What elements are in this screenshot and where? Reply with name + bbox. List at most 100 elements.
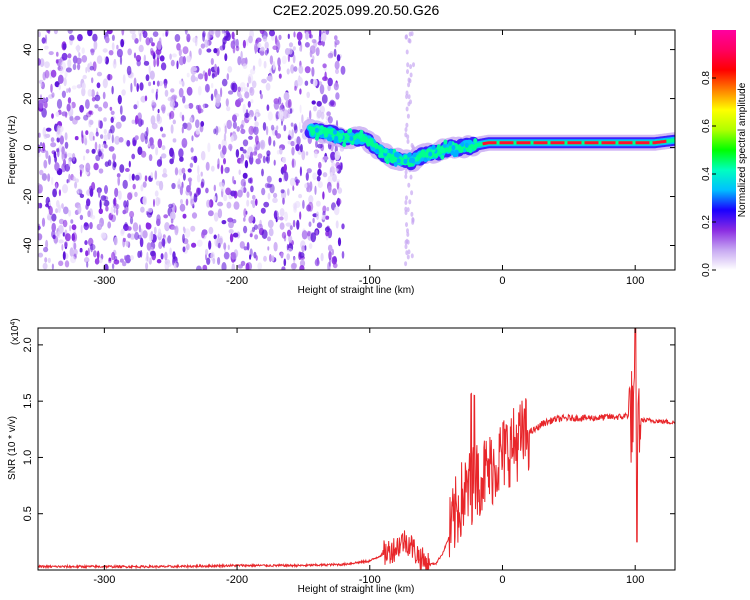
heatmap-noise-cell xyxy=(301,114,304,124)
signal-blob xyxy=(314,127,319,133)
heatmap-noise-cell xyxy=(135,115,139,125)
heatmap-noise-cell xyxy=(283,163,287,173)
x-tick-label: -100 xyxy=(359,574,381,586)
heatmap-noise-cell xyxy=(128,173,132,182)
heatmap-noise-cell xyxy=(125,254,131,264)
heatmap-noise-cell xyxy=(136,83,139,92)
heatmap-noise-cell xyxy=(125,240,129,247)
heatmap-streak-cell xyxy=(410,211,414,217)
heatmap-noise-cell xyxy=(291,146,295,156)
heatmap-noise-cell xyxy=(116,44,119,50)
heatmap-noise-cell xyxy=(292,185,295,191)
heatmap-noise-cell xyxy=(172,119,176,125)
heatmap-streak-cell xyxy=(405,122,409,128)
heatmap-noise-cell xyxy=(316,109,322,119)
heatmap-noise-cell xyxy=(111,263,115,270)
heatmap-noise-cell xyxy=(287,33,290,40)
heatmap-noise-cell xyxy=(171,94,178,100)
heatmap-noise-cell xyxy=(54,162,60,172)
heatmap-noise-cell xyxy=(196,265,202,270)
snr-scale-close: ) xyxy=(10,318,21,321)
heatmap-noise-cell xyxy=(333,82,339,91)
heatmap-noise-cell xyxy=(277,57,281,67)
heatmap-noise-cell xyxy=(138,44,144,53)
heatmap-noise-cell xyxy=(261,78,267,84)
heatmap-noise-cell xyxy=(41,173,48,181)
heatmap-noise-cell xyxy=(318,161,322,169)
heatmap-noise-cell xyxy=(104,161,110,168)
heatmap-noise-cell xyxy=(52,234,56,240)
heatmap-noise-cell xyxy=(204,39,209,48)
heatmap-noise-cell xyxy=(315,47,320,57)
heatmap-noise-cell xyxy=(42,262,48,270)
heatmap-noise-cell xyxy=(176,60,179,70)
heatmap-noise-cell xyxy=(223,35,228,41)
heatmap-noise-cell xyxy=(281,266,286,270)
heatmap-noise-cell xyxy=(174,167,179,176)
heatmap-noise-cell xyxy=(182,226,186,232)
heatmap-noise-cell xyxy=(184,104,190,109)
signal-blob xyxy=(431,144,436,150)
signal-blob xyxy=(389,148,393,154)
heatmap-noise-cell xyxy=(51,177,54,185)
y-tick-label: 0 xyxy=(22,144,34,150)
heatmap-noise-cell xyxy=(94,104,99,109)
heatmap-noise-cell xyxy=(315,229,319,236)
heatmap-noise-cell xyxy=(320,252,324,262)
heatmap-noise-cell xyxy=(59,68,65,74)
heatmap-noise-cell xyxy=(154,190,159,197)
heatmap-noise-cell xyxy=(254,146,258,155)
heatmap-noise-cell xyxy=(43,159,48,169)
heatmap-noise-cell xyxy=(213,128,217,135)
heatmap-noise-cell xyxy=(299,46,302,52)
y-tick-label: 20 xyxy=(22,92,34,104)
heatmap-noise-cell xyxy=(220,87,223,98)
heatmap-noise-cell xyxy=(282,109,289,119)
heatmap-noise-cell xyxy=(58,218,65,225)
heatmap-noise-cell xyxy=(298,121,301,132)
heatmap-noise-cell xyxy=(184,228,191,238)
heatmap-noise-cell xyxy=(324,226,330,233)
heatmap-noise-cell xyxy=(73,248,78,256)
heatmap-noise-cell xyxy=(69,224,72,232)
heatmap-noise-cell xyxy=(98,168,104,174)
heatmap-noise-cell xyxy=(177,184,181,190)
heatmap-noise-cell xyxy=(65,233,71,242)
heatmap-noise-cell xyxy=(326,111,331,117)
heatmap-streak-cell xyxy=(405,195,408,201)
heatmap-noise-cell xyxy=(122,179,128,189)
heatmap-noise-cell xyxy=(273,100,280,110)
heatmap-noise-cell xyxy=(161,106,166,114)
heatmap-streak-cell xyxy=(407,182,411,188)
heatmap-noise-cell xyxy=(200,43,206,49)
heatmap-noise-cell xyxy=(102,78,108,89)
signal-blob xyxy=(428,151,433,157)
heatmap-noise-cell xyxy=(47,215,52,221)
heatmap-noise-cell xyxy=(230,40,236,49)
heatmap-noise-cell xyxy=(341,251,345,259)
heatmap-noise-cell xyxy=(220,182,225,192)
heatmap-noise-cell xyxy=(57,231,61,239)
heatmap-noise-cell xyxy=(249,86,255,96)
heatmap-noise-cell xyxy=(208,240,212,250)
heatmap-noise-cell xyxy=(48,201,51,207)
heatmap-noise-cell xyxy=(259,90,262,95)
heatmap-noise-cell xyxy=(107,221,112,229)
heatmap-noise-cell xyxy=(226,73,229,81)
heatmap-noise-cell xyxy=(157,138,163,149)
heatmap-noise-cell xyxy=(205,187,209,194)
heatmap-noise-cell xyxy=(162,32,165,37)
heatmap-noise-cell xyxy=(266,150,271,157)
heatmap-noise-cell xyxy=(122,261,127,267)
heatmap-noise-cell xyxy=(91,77,94,84)
heatmap-noise-cell xyxy=(179,203,186,212)
heatmap-noise-cell xyxy=(298,193,303,199)
heatmap-noise-cell xyxy=(215,125,219,136)
heatmap-noise-cell xyxy=(38,58,41,66)
snr-scale-label: (x104) xyxy=(10,318,22,345)
heatmap-noise-cell xyxy=(51,222,56,233)
heatmap-noise-cell xyxy=(239,241,245,249)
signal-blob xyxy=(383,148,388,154)
heatmap-noise-cell xyxy=(186,33,191,43)
heatmap-noise-cell xyxy=(228,221,234,229)
